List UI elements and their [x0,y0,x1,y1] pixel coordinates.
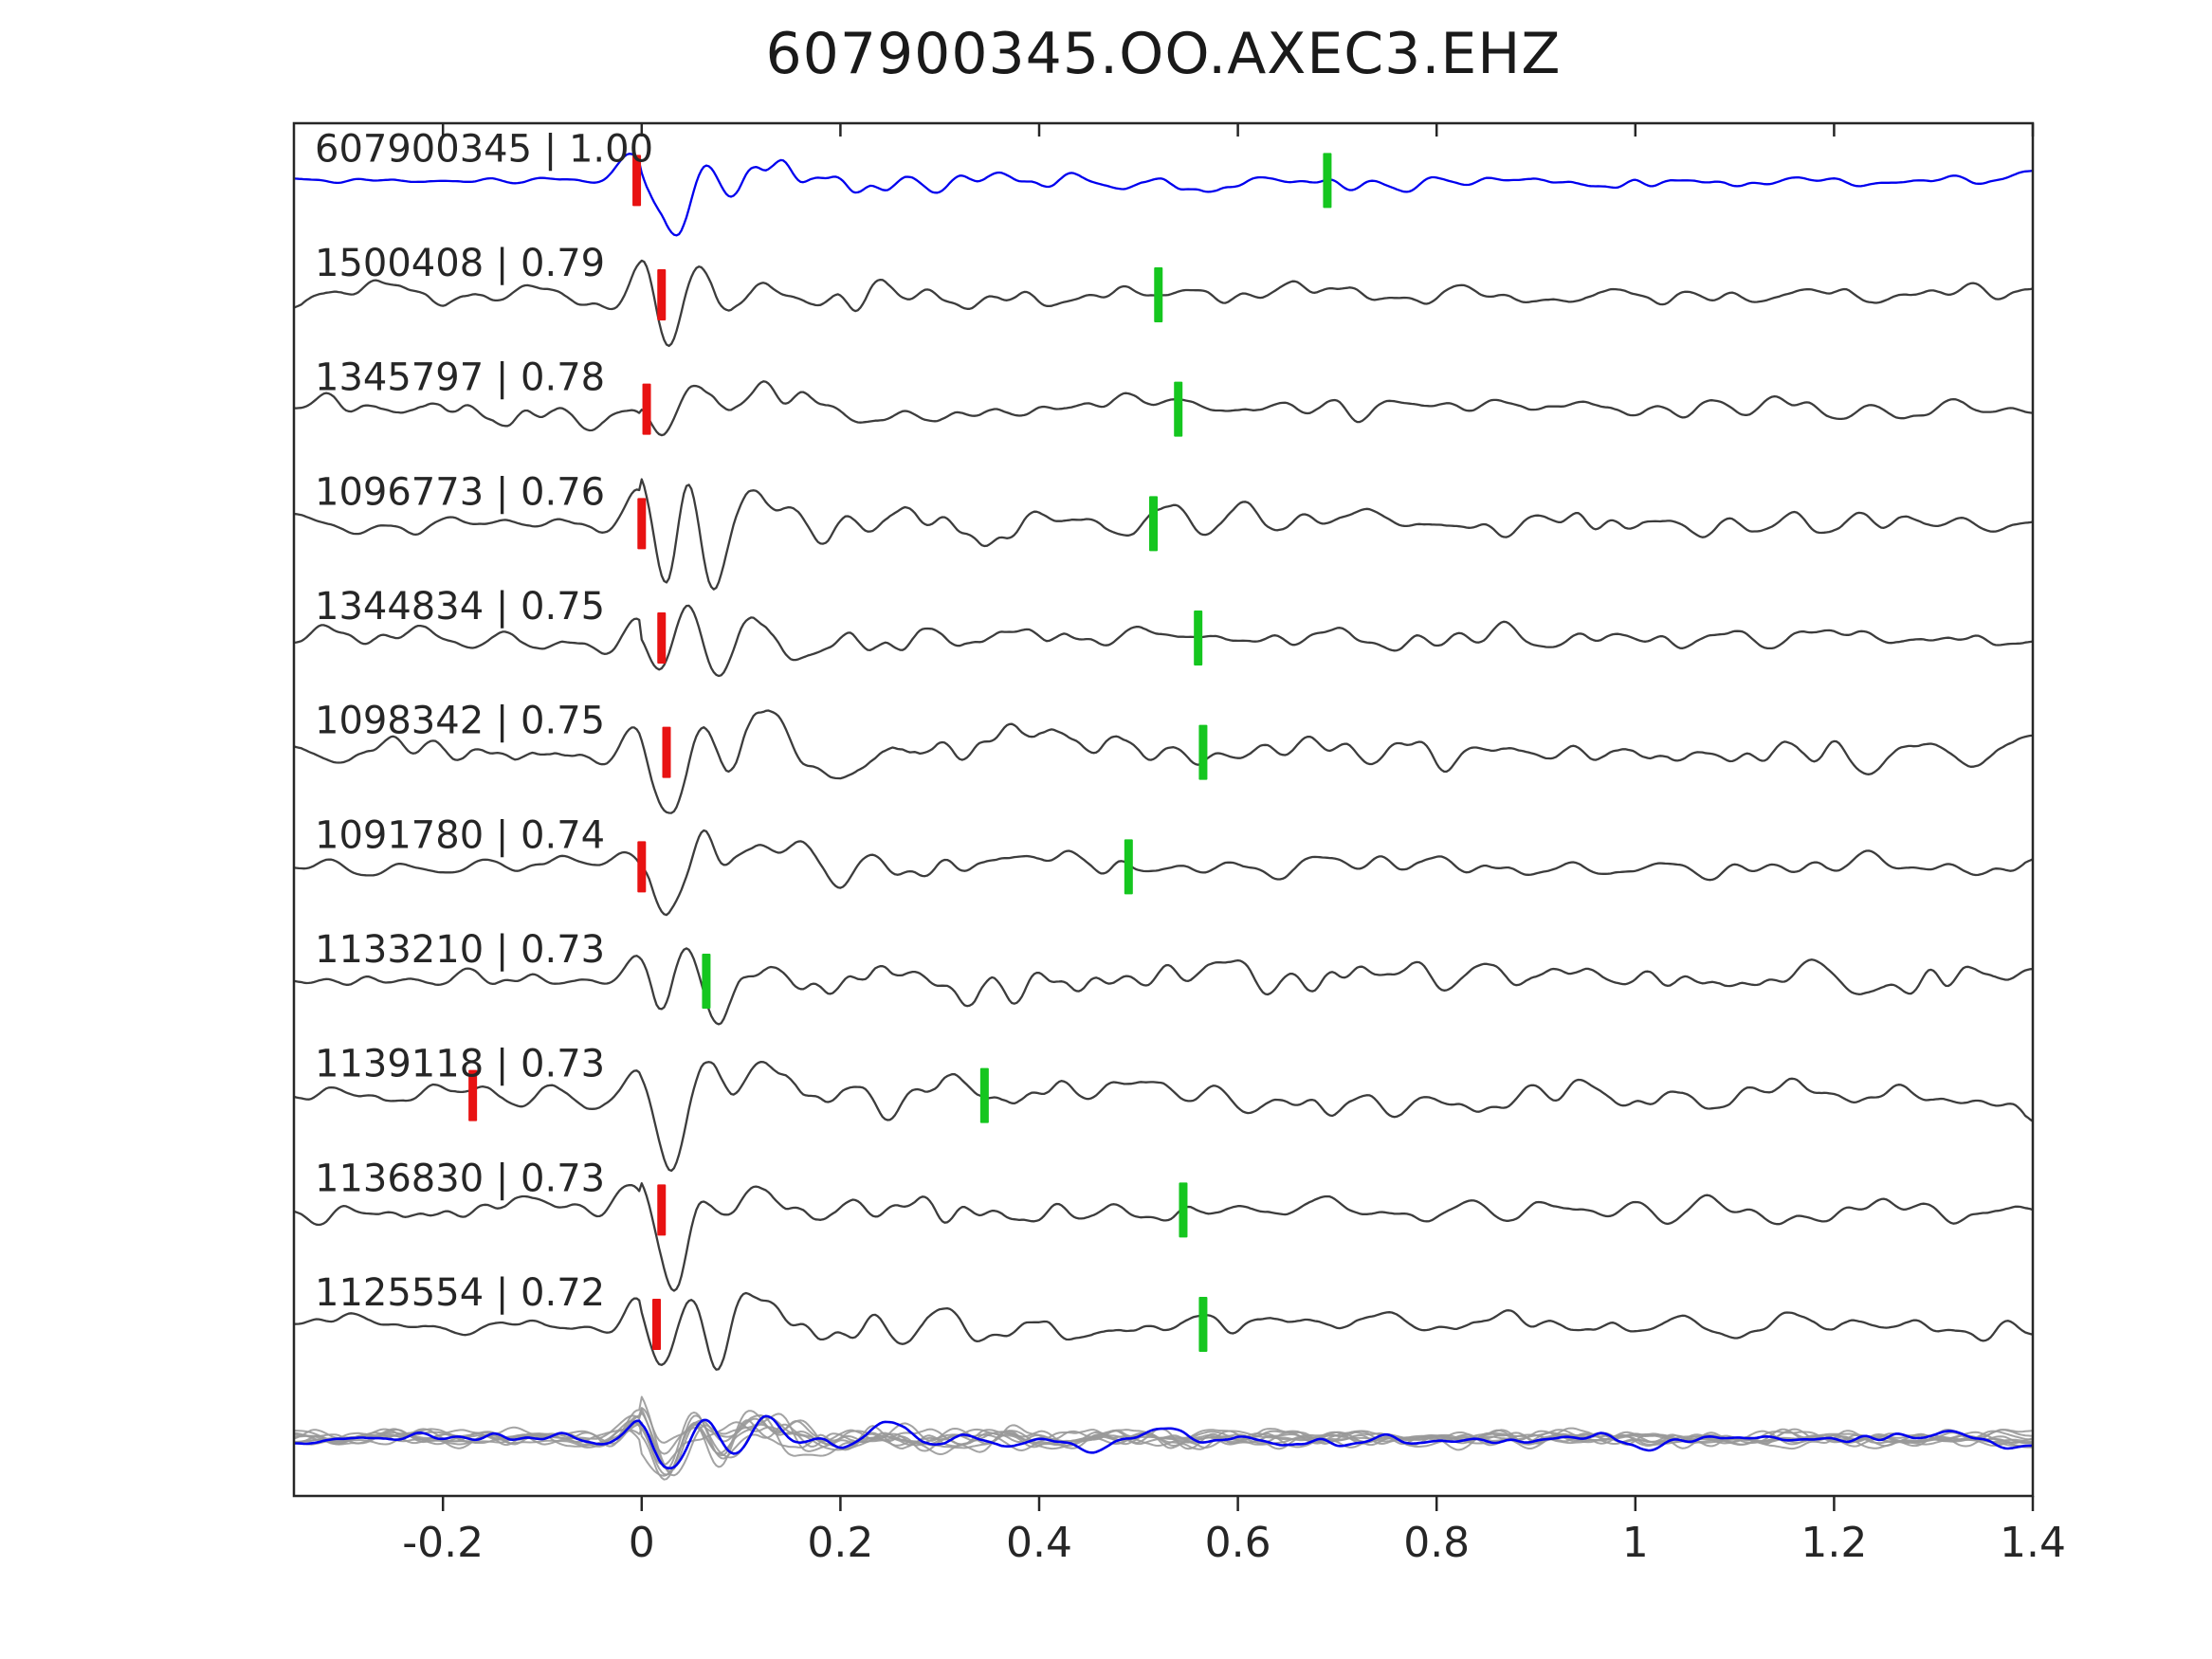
pick-marker-red [652,1299,662,1350]
trace-waveform-1136830 [294,1182,2033,1292]
stack-member-trace [294,1395,2033,1477]
trace-label-607900345: 607900345 | 1.00 [315,127,653,171]
trace-label-1344834: 1344834 | 0.75 [315,585,605,629]
plot-border [292,121,2035,1498]
pick-markers-group [468,153,1332,1352]
detection-marker-green [979,1067,989,1123]
detection-marker-green [1124,839,1133,895]
x-tick-label: 0 [629,1519,655,1567]
trace-label-1500408: 1500408 | 0.79 [315,242,605,285]
detection-marker-green [1198,1297,1208,1352]
trace-waveform-1345797 [294,380,2033,437]
pick-marker-red [657,612,667,664]
trace-label-1091780: 1091780 | 0.74 [315,813,605,857]
detection-marker-green [1179,1182,1188,1238]
detection-marker-green [1154,267,1163,322]
pick-marker-red [637,841,647,893]
trace-labels-group: 607900345 | 1.00 1500408 | 0.79 1345797 | … [315,127,653,1315]
detection-marker-green [1323,153,1332,209]
pick-marker-red [662,726,671,778]
detection-marker-green [1194,611,1203,665]
x-tick-label: 0.8 [1403,1519,1470,1567]
stack-member-trace [294,1417,2033,1476]
figure-title: 607900345.OO.AXEC3.EHZ [765,21,1562,87]
stack-template-overlay-trace [294,1414,2033,1470]
trace-label-1133210: 1133210 | 0.73 [315,928,605,972]
pick-marker-red [657,269,667,320]
trace-waveform-607900345 [294,153,2033,237]
trace-label-1345797: 1345797 | 0.78 [315,356,605,400]
pick-marker-red [632,155,642,207]
trace-label-1139118: 1139118 | 0.73 [315,1043,605,1086]
trace-waveform-1500408 [294,259,2033,348]
pick-marker-red [642,383,651,435]
x-tick-label: 1 [1622,1519,1649,1567]
x-tick-label: 1.2 [1801,1519,1867,1567]
trace-label-1125554: 1125554 | 0.72 [315,1271,605,1315]
trace-waveform-1096773 [294,478,2033,591]
trace-waveform-1091780 [294,829,2033,917]
trace-waveform-1133210 [294,947,2033,1026]
pick-marker-red [637,498,647,550]
detection-marker-green [702,954,711,1009]
trace-label-1096773: 1096773 | 0.76 [315,470,605,514]
trace-label-1098342: 1098342 | 0.75 [315,700,605,743]
pick-marker-red [657,1184,667,1236]
x-tick-label: 0.4 [1006,1519,1072,1567]
x-tick-label: 0.2 [807,1519,873,1567]
trace-waveform-1139118 [294,1060,2033,1173]
x-tick-label: 1.4 [2000,1519,2066,1567]
x-axis-ticks-group: -0.2 0 0.2 0.4 0.6 0.8 1 1.2 1.4 [402,123,2066,1567]
detection-marker-green [1174,381,1183,437]
trace-waveform-1125554 [294,1291,2033,1371]
trace-waveform-1344834 [294,604,2033,678]
detection-marker-green [1198,724,1208,780]
detection-marker-green [1149,496,1159,552]
traces-group [294,153,2033,1481]
trace-waveform-1098342 [294,709,2033,814]
x-tick-label: 0.6 [1205,1519,1271,1567]
pick-marker-red [468,1069,478,1121]
x-tick-label: -0.2 [402,1519,484,1567]
trace-label-1136830: 1136830 | 0.73 [315,1157,605,1200]
